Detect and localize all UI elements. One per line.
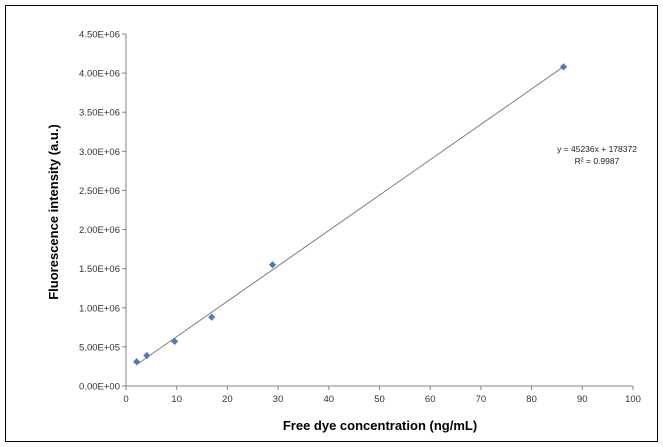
y-tick-label: 1.00E+06 [79,303,120,314]
x-tick-label: 20 [222,394,233,405]
x-tick-label: 90 [577,394,588,405]
axes [125,34,633,387]
data-point [143,351,151,360]
x-tick-label: 100 [625,394,641,405]
y-tick-label: 2.00E+06 [79,225,120,236]
data-points [133,63,568,366]
y-tick-label: 2.50E+06 [79,186,120,197]
y-tick-label: 3.00E+06 [79,147,120,158]
x-tick-label: 60 [425,394,436,405]
x-tick-label: 0 [123,394,128,405]
x-tick-label: 10 [171,394,182,405]
x-tick-label: 70 [476,394,487,405]
chart-frame [5,5,658,442]
y-tick-label: 4.50E+06 [79,30,120,41]
x-tick-label: 50 [374,394,385,405]
r-squared-label: R² = 0.9987 [575,156,620,166]
y-axis-title: Fluorescence intensity (a.u.) [46,124,61,300]
x-tick-label: 30 [273,394,284,405]
data-point [559,63,568,71]
data-point [208,313,216,321]
y-tick-label: 3.50E+06 [79,108,120,119]
x-axis-ticks: 0 10 20 30 40 50 60 70 80 90 100 [123,386,641,405]
trendline-group [136,66,564,366]
x-tick-label: 40 [324,394,335,405]
y-tick-label: 4.00E+06 [79,69,120,80]
y-axis-ticks: 0.00E+00 5.00E+05 1.00E+06 1.50E+06 2.00E+06… [79,30,126,393]
y-tick-label: 5.00E+05 [79,342,120,353]
data-point [268,261,277,269]
trendline-equation: y = 45236x + 178372 [557,144,637,154]
data-point [171,337,179,346]
x-axis-title: Free dye concentration (ng/mL) [283,418,477,433]
x-tick-label: 80 [526,394,537,405]
trendline [136,66,564,366]
y-tick-label: 1.50E+06 [79,264,120,275]
data-point [133,358,141,366]
y-tick-label: 0.00E+00 [79,382,120,393]
